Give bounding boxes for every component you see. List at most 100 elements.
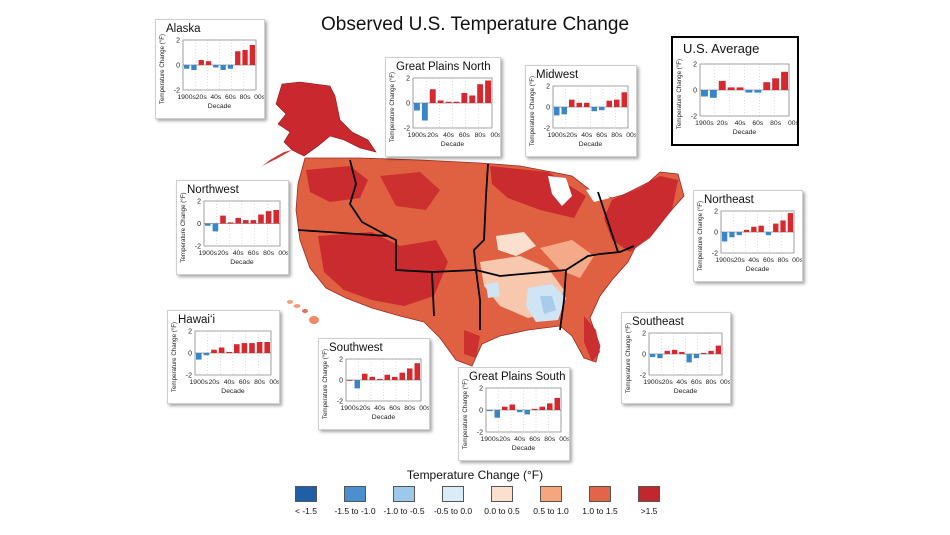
x-tick-label: 1900s (695, 120, 714, 127)
legend-swatch (638, 486, 660, 502)
x-tick-label: 20s (427, 132, 439, 139)
x-tick-label: 20s (734, 257, 746, 264)
legend-swatch (540, 486, 562, 502)
legend-label: >1.5 (640, 506, 658, 516)
bar (561, 107, 567, 115)
bar (211, 349, 217, 353)
legend-label: 0.5 to 1.0 (533, 506, 569, 516)
x-tick-label: 80s (706, 379, 718, 386)
x-tick-label: 60s (691, 379, 703, 386)
legend-title: Temperature Change (°F) (406, 468, 544, 482)
x-tick-label: 00s (278, 250, 288, 257)
bar (256, 342, 263, 353)
x-tick-label: 00s (559, 436, 569, 443)
x-tick-label: 1900s (190, 379, 209, 386)
bar (606, 100, 612, 107)
x-tick-label: 1900s (715, 257, 734, 264)
bar (265, 211, 272, 224)
y-axis-label: Temperature Change (°F) (697, 201, 704, 271)
bar (205, 223, 211, 226)
bar (686, 354, 692, 363)
bar (250, 220, 257, 224)
y-tick-label: 2 (642, 331, 646, 338)
x-tick-label: 80s (404, 405, 416, 412)
heat-region-shape (464, 330, 480, 358)
bar (218, 347, 225, 353)
legend-label: 1.0 to 1.5 (582, 506, 618, 516)
bar (392, 376, 398, 380)
bar (220, 65, 226, 70)
heat-region-shape (584, 316, 600, 362)
y-tick-label: 0 (176, 63, 180, 70)
bar (679, 351, 685, 354)
panel-alaska: Alaska 2 0 -2 1900s 20s 40s 60s 80s 00s Decade Tem… (155, 19, 265, 119)
hawaii-island-shape (287, 300, 293, 304)
panel-hawaii: Hawai‘i 2 0 -2 1900s 20s 40s 60s 80s 00s Decade Te… (167, 310, 280, 404)
x-tick-label: 40s (233, 250, 245, 257)
x-axis-label: Decade (579, 141, 603, 148)
y-tick-label: -2 (544, 126, 550, 133)
bar (693, 354, 700, 359)
y-tick-label: 0 (479, 408, 483, 415)
y-tick-label: 0 (188, 351, 192, 358)
bar (494, 410, 500, 418)
x-tick-label: 40s (514, 436, 526, 443)
legend-swatch (344, 486, 366, 502)
bar (213, 65, 219, 68)
y-axis-label: Temperature Change (°F) (389, 72, 396, 142)
x-tick-label: 40s (374, 405, 386, 412)
x-tick-label: 1900s (177, 94, 196, 101)
x-tick-label: 00s (419, 405, 429, 412)
panel-title: Midwest (536, 69, 579, 81)
y-axis-label: Temperature Change (°F) (322, 349, 329, 419)
bar (399, 372, 405, 380)
hawaii-island-shape (302, 309, 308, 313)
legend-swatch (393, 486, 415, 502)
x-tick-label: 00s (254, 94, 264, 101)
bar (584, 102, 590, 107)
legend-item: 0.0 to 0.5 (479, 486, 525, 516)
y-tick-label: 2 (546, 84, 550, 91)
bar (787, 213, 793, 232)
x-tick-label: 40s (676, 379, 688, 386)
y-tick-label: 2 (176, 38, 180, 45)
x-tick-label: 40s (748, 257, 760, 264)
region-boundaries (297, 159, 635, 331)
bar (347, 380, 353, 381)
y-axis-label: Temperature Change (°F) (529, 76, 536, 146)
x-tick-label: 00s (788, 120, 797, 127)
y-axis-label: Temperature Change (°F) (462, 379, 469, 449)
bar (453, 101, 460, 103)
bar (477, 84, 484, 103)
hawaii-island-shape (309, 316, 319, 324)
bar (227, 222, 234, 224)
panel-title: Great Plains South (469, 371, 566, 383)
bar (524, 410, 530, 415)
bar (781, 71, 788, 90)
bar (763, 82, 771, 90)
y-tick-label: 2 (406, 76, 410, 83)
x-tick-label: 20s (209, 379, 221, 386)
y-tick-label: 0 (406, 101, 410, 108)
legend-item: -1.5 to -1.0 (332, 486, 378, 516)
y-tick-label: 2 (714, 209, 718, 216)
panel-northwest: Northwest 2 0 -2 1900s 20s 40s 60s 80s 00s Decade… (176, 180, 289, 275)
bar (743, 229, 750, 232)
x-axis-label: Decade (441, 141, 465, 148)
x-tick-label: 60s (389, 405, 401, 412)
great-lakes-shape (548, 176, 572, 206)
x-tick-label: 60s (459, 132, 471, 139)
x-tick-label: 20s (717, 120, 729, 127)
x-tick-label: 40s (224, 379, 236, 386)
x-tick-label: 1900s (643, 379, 662, 386)
x-axis-label: Decade (221, 388, 245, 395)
x-tick-label: 60s (239, 379, 251, 386)
y-tick-label: 0 (339, 378, 343, 385)
x-tick-label: 80s (544, 436, 556, 443)
x-tick-label: 1900s (199, 250, 218, 257)
